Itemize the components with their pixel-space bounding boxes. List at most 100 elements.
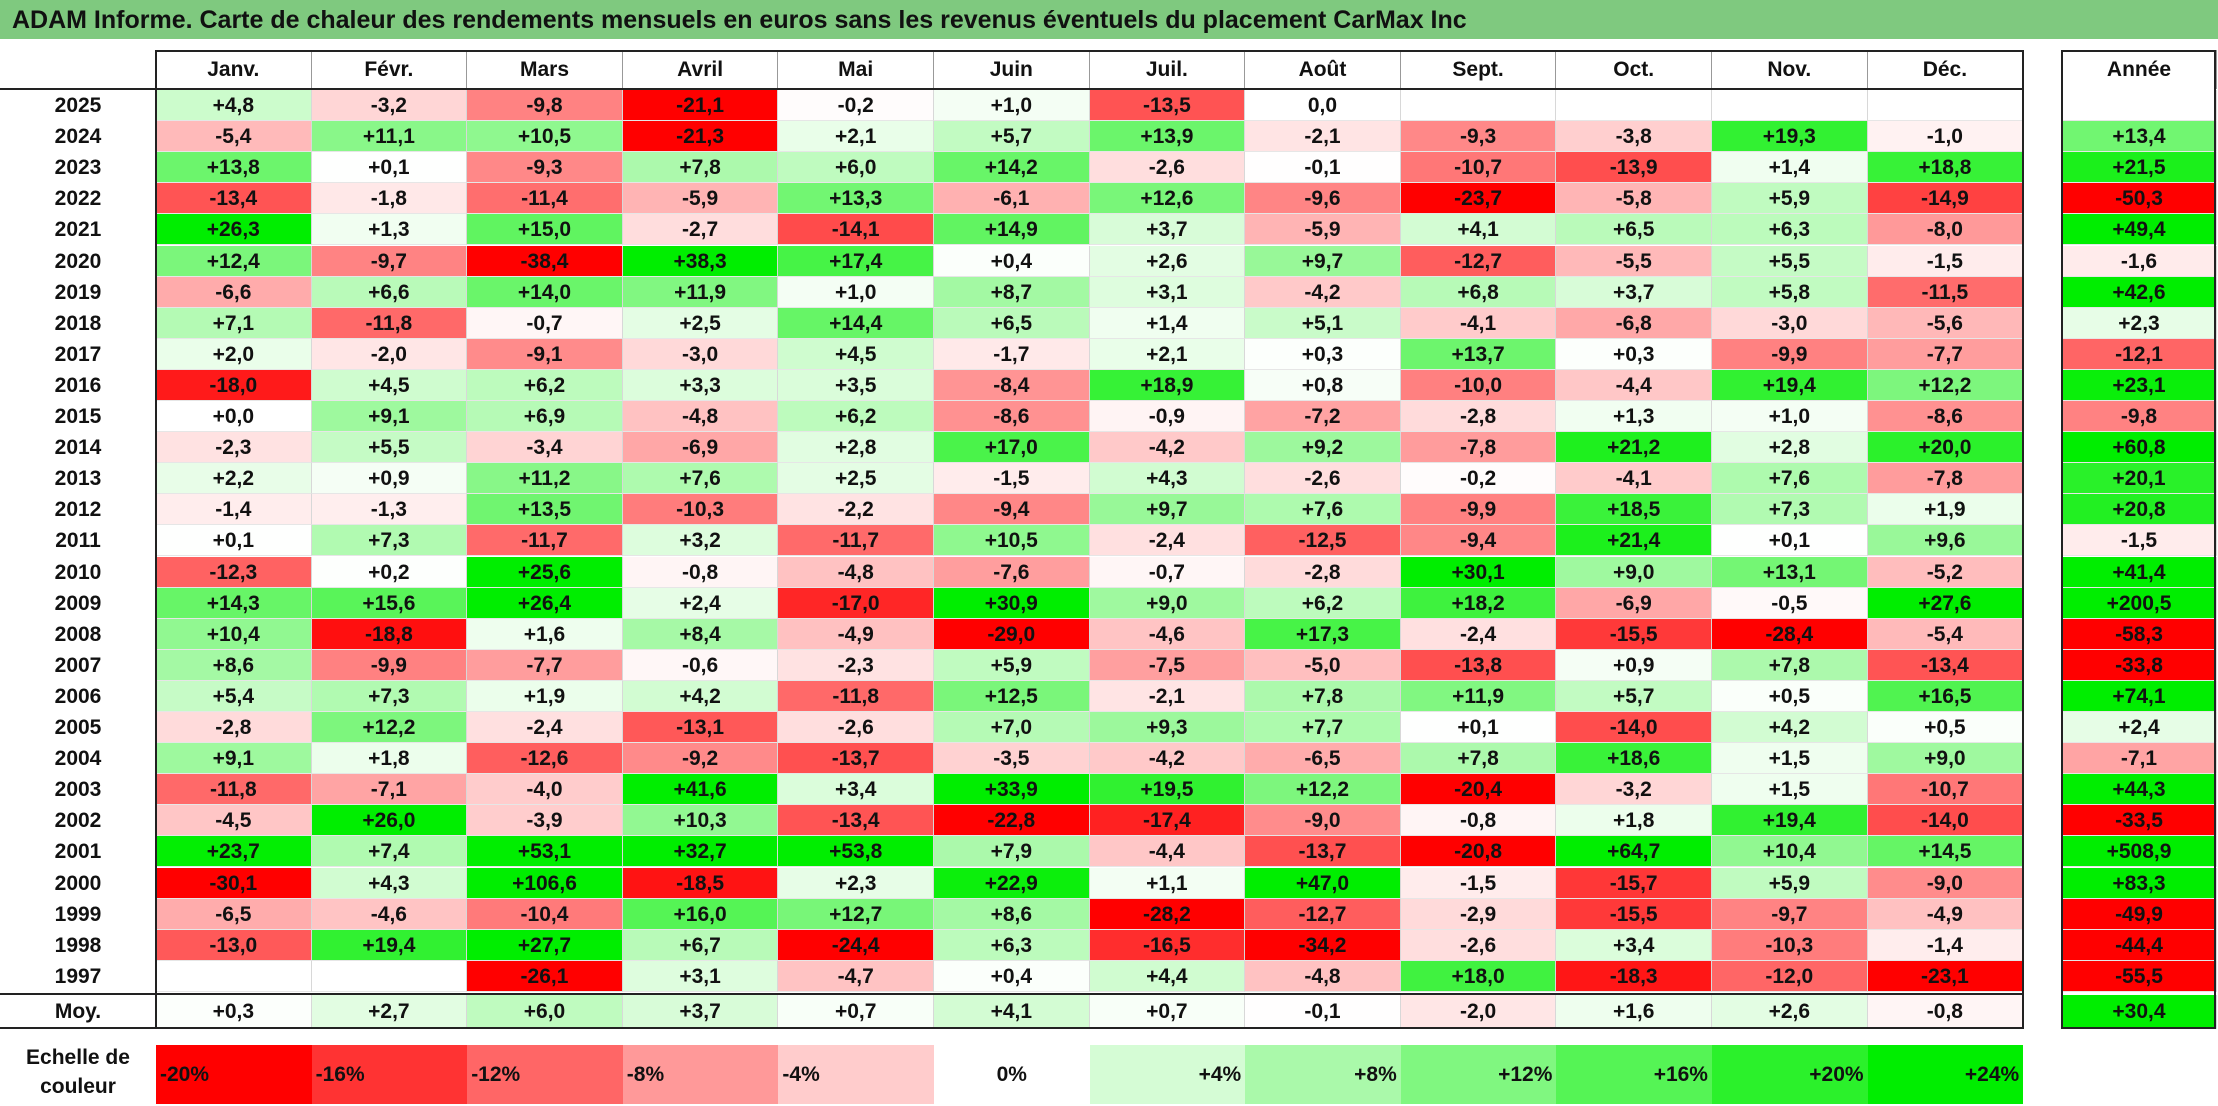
heatmap-cell: +0,1: [1400, 712, 1557, 744]
color-scale-swatch: +8%: [1245, 1045, 1401, 1104]
heatmap-cell: -9,8: [467, 90, 623, 122]
annual-cell: +508,9: [2062, 836, 2217, 868]
year-label: 2015: [54, 405, 102, 428]
heatmap-cell: -9,4: [934, 494, 1090, 526]
heatmap-cell: +3,7: [1556, 276, 1712, 308]
heatmap-cell: +9,6: [1867, 525, 2024, 557]
heatmap-cell: +13,1: [1712, 556, 1868, 588]
average-cell: -0,1: [1245, 994, 1401, 1029]
heatmap-cell: 0,0: [1245, 90, 1401, 122]
annual-cell: +21,5: [2062, 152, 2217, 184]
average-cell: +3,7: [622, 994, 779, 1029]
heatmap-cell: -5,4: [156, 121, 312, 153]
heatmap-cell: +3,2: [622, 525, 779, 557]
color-scale-swatch: +20%: [1712, 1045, 1868, 1104]
heatmap-cell: -18,3: [1556, 960, 1712, 992]
heatmap-cell: -1,8: [311, 183, 468, 215]
heatmap-cell: +7,8: [1245, 680, 1401, 712]
heatmap-cell: -5,9: [622, 183, 779, 215]
heatmap-cell: +11,2: [467, 463, 623, 495]
annual-cell: +2,3: [2062, 307, 2217, 339]
average-cell: +0,7: [778, 994, 934, 1029]
heatmap-cell: -5,6: [1867, 307, 2024, 339]
heatmap-cell: +4,2: [622, 680, 779, 712]
heatmap-cell: -10,0: [1400, 369, 1557, 401]
average-cell: -0,8: [1867, 994, 2024, 1029]
heatmap-cell: -3,2: [311, 90, 468, 122]
heatmap-cell: +0,5: [1867, 712, 2024, 744]
heatmap-cell: +7,7: [1245, 712, 1401, 744]
heatmap-cell: -4,2: [1245, 276, 1401, 308]
heatmap-cell: -14,0: [1556, 712, 1712, 744]
heatmap-cell: -13,4: [156, 183, 312, 215]
heatmap-cell: +5,5: [311, 432, 468, 464]
heatmap-cell: -2,7: [622, 214, 779, 246]
heatmap-cell: +7,8: [622, 152, 779, 184]
heatmap-cell: -21,1: [622, 90, 779, 122]
heatmap-cell: +7,1: [156, 307, 312, 339]
heatmap-cell: +10,4: [1712, 836, 1868, 868]
year-label: 2011: [55, 529, 101, 553]
heatmap-cell: -7,6: [934, 556, 1090, 588]
heatmap-cell: -6,8: [1556, 307, 1712, 339]
heatmap-cell: +10,5: [934, 525, 1090, 557]
heatmap-cell: -17,4: [1089, 805, 1246, 837]
heatmap-cell: +47,0: [1245, 867, 1401, 899]
annual-cell: +23,1: [2062, 369, 2217, 401]
heatmap-cell: +21,2: [1556, 432, 1712, 464]
heatmap-cell: -23,1: [1867, 960, 2024, 992]
heatmap-cell: +1,1: [1089, 867, 1246, 899]
average-cell: +0,7: [1089, 994, 1246, 1029]
heatmap-cell: +53,1: [467, 836, 623, 868]
heatmap-cell: -4,8: [1245, 960, 1401, 992]
annual-cell: +41,4: [2062, 556, 2217, 588]
heatmap-cell: +1,6: [467, 618, 623, 650]
heatmap-cell: -12,3: [156, 556, 312, 588]
heatmap-cell: +8,6: [156, 649, 312, 681]
heatmap-cell: -4,6: [1089, 618, 1246, 650]
heatmap-cell: -3,0: [1712, 307, 1868, 339]
heatmap-cell: -8,4: [934, 369, 1090, 401]
heatmap-cell: +1,0: [934, 90, 1090, 122]
heatmap-cell: +2,3: [778, 867, 934, 899]
year-label: 2020: [54, 249, 102, 273]
heatmap-cell: -2,1: [1245, 121, 1401, 153]
heatmap-cell: +10,5: [467, 121, 623, 153]
heatmap-cell: +2,1: [778, 121, 934, 153]
heatmap-cell: +26,4: [467, 587, 623, 619]
heatmap-cell: +9,2: [1245, 432, 1401, 464]
heatmap-cell: -9,3: [467, 152, 623, 184]
heatmap-cell: +1,8: [1556, 805, 1712, 837]
heatmap-cell: -16,5: [1089, 929, 1246, 961]
heatmap-cell: -2,4: [1400, 618, 1557, 650]
heatmap-cell: -24,4: [778, 929, 934, 961]
heatmap-cell: +13,7: [1400, 338, 1557, 370]
heatmap-cell: +13,9: [1089, 121, 1246, 153]
heatmap-cell: +2,4: [622, 587, 779, 619]
average-separator-line: [0, 992, 2024, 995]
annual-cell: -44,4: [2062, 929, 2217, 961]
heatmap-cell: +3,5: [778, 369, 934, 401]
heatmap-cell: -2,8: [1400, 401, 1557, 433]
heatmap-cell: +5,9: [934, 649, 1090, 681]
annual-cell: +49,4: [2062, 214, 2217, 246]
year-label: 2024: [54, 125, 102, 149]
heatmap-cell: [311, 960, 468, 992]
heatmap-cell: +14,5: [1867, 836, 2024, 868]
heatmap-cell: -14,1: [778, 214, 934, 246]
year-label: 2021: [54, 218, 102, 242]
heatmap-cell: -0,9: [1089, 401, 1246, 433]
heatmap-cell: +0,9: [1556, 649, 1712, 681]
heatmap-cell: -4,8: [622, 401, 779, 433]
heatmap-cell: -1,4: [156, 494, 312, 526]
year-label: 2005: [54, 716, 102, 739]
heatmap-cell: -34,2: [1245, 929, 1401, 961]
heatmap-cell: +27,7: [467, 929, 623, 961]
heatmap-cell: -38,4: [467, 245, 623, 277]
heatmap-cell: +5,4: [156, 680, 312, 712]
heatmap-cell: -3,8: [1556, 121, 1712, 153]
year-label: 2009: [54, 591, 102, 615]
heatmap-cell: +7,3: [1712, 494, 1868, 526]
heatmap-cell: -12,7: [1400, 245, 1557, 277]
heatmap-cell: +7,6: [1712, 463, 1868, 495]
